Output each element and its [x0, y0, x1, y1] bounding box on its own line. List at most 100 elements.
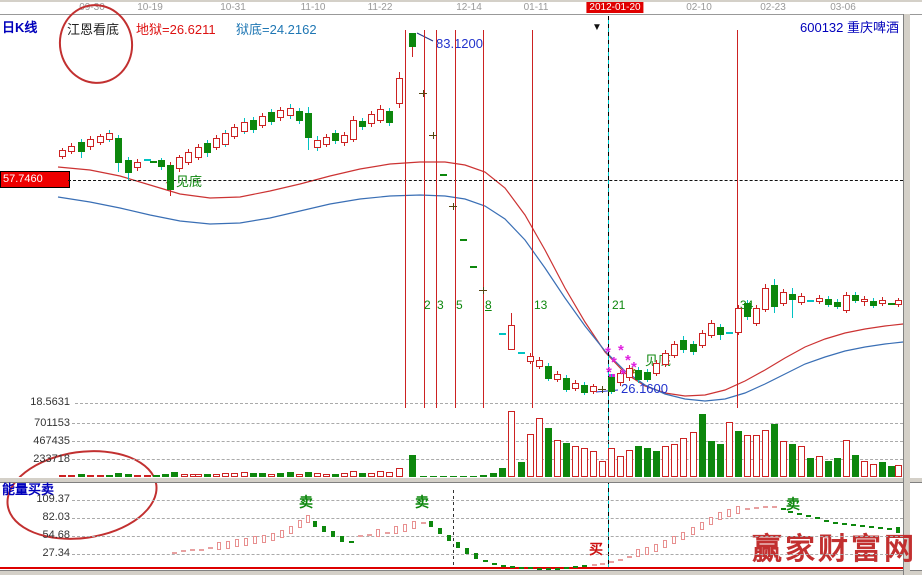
indicator-mark-green-dash: [833, 522, 838, 524]
indicator-mark-green-dash: [788, 511, 793, 513]
volume-bar: [314, 473, 321, 477]
indicator-mark-green-dash: [519, 567, 524, 569]
volume-bar: [879, 462, 886, 477]
date-tick: 11-10: [300, 2, 326, 13]
crosshair-horizontal-line: [68, 180, 903, 181]
indicator-scale-label: 54.68: [42, 529, 70, 541]
candle: [895, 300, 902, 305]
candle: [680, 340, 687, 350]
volume-bar: [250, 473, 257, 477]
candle: [97, 136, 104, 143]
indicator-mark-green-dash: [483, 560, 488, 562]
volume-bar: [195, 474, 202, 477]
bottom-found-label-1: 见底: [176, 174, 203, 189]
indicator-dashed-vertical: [453, 490, 454, 566]
date-tick: 10-19: [137, 2, 163, 13]
indicator-mark-pink: [262, 535, 266, 543]
doji-dash-cyan: [726, 332, 733, 334]
volume-bar: [470, 476, 477, 477]
date-tick: 11-22: [367, 2, 393, 13]
indicator-mark-pink: [235, 539, 239, 547]
gridline-dashed: [72, 500, 903, 501]
gridline-dashed: [75, 403, 903, 404]
period-label: 日K线: [2, 20, 38, 35]
doji-dash-green: [460, 239, 467, 241]
indicator-mark-green-dash: [878, 527, 883, 529]
indicator-mark-green: [465, 548, 469, 554]
indicator-mark-pink-dash: [190, 549, 195, 551]
indicator-mark-pink: [700, 522, 704, 530]
indicator-mark-pink-dash: [754, 507, 759, 509]
date-tick: 12-14: [456, 2, 482, 13]
date-tick-highlighted: 2012-01-20: [586, 2, 644, 13]
candle: [825, 299, 832, 305]
stock-code-name: 600132 重庆啤酒: [800, 20, 899, 35]
candle: [341, 135, 348, 143]
indicator-mark-green: [340, 536, 344, 542]
indicator-mark-pink: [394, 526, 398, 534]
candle: [350, 120, 357, 140]
volume-bar: [816, 456, 823, 477]
volume-bar: [617, 456, 624, 477]
indicator-mark-green: [438, 528, 442, 534]
candle: [644, 372, 651, 380]
candle: [590, 386, 597, 392]
doji-dash-green: [150, 161, 157, 163]
volume-scale-label: 467435: [33, 435, 70, 447]
volume-bar: [430, 476, 437, 477]
halt-day-cross-mark: [602, 386, 603, 393]
date-axis-row[interactable]: 09-30 10-19 10-31 11-10 11-22 12-14 01-11 2012-…: [0, 2, 922, 15]
indicator-mark-pink: [217, 542, 221, 550]
indicator-mark-pink-dash: [745, 508, 750, 510]
candle: [852, 295, 859, 301]
gridline-dashed: [72, 459, 903, 460]
indicator-baseline: [0, 567, 903, 569]
candle: [699, 333, 706, 346]
volume-bar: [409, 455, 416, 477]
indicator-mark-pink-dash: [172, 552, 177, 554]
candle: [332, 133, 339, 141]
candle: [59, 150, 66, 157]
volume-bar: [480, 475, 487, 477]
magenta-asterisk-icon: *: [605, 344, 611, 361]
volume-bar: [644, 448, 651, 477]
volume-bar: [350, 471, 357, 477]
indicator-mark-pink-dash: [627, 556, 632, 558]
candle: [241, 122, 248, 132]
candle: [115, 138, 122, 163]
indicator-mark-pink-dash: [421, 522, 426, 524]
candle: [527, 356, 534, 362]
candle: [125, 160, 132, 173]
candle: [508, 325, 515, 350]
magenta-asterisk-icon: *: [625, 352, 631, 369]
volume-bar: [545, 428, 552, 477]
gann-time-line: [405, 30, 406, 408]
gann-time-line: [455, 30, 456, 408]
indicator-mark-pink: [289, 526, 293, 534]
indicator-mark-green-dash: [573, 566, 578, 568]
candle: [323, 137, 330, 145]
volume-bar: [59, 475, 66, 477]
volume-bar: [653, 451, 660, 477]
crosshair-vertical-line[interactable]: [608, 16, 609, 568]
candle: [78, 142, 85, 152]
candle: [250, 120, 257, 130]
hell-level-label: 地狱=26.6211: [136, 22, 216, 37]
candle: [106, 133, 113, 140]
volume-bar: [680, 438, 687, 477]
gann-count-label: 21: [612, 298, 626, 312]
indicator-mark-green-dash: [492, 563, 497, 565]
indicator-mark-green-dash: [781, 508, 786, 510]
indicator-mark-pink: [306, 515, 310, 523]
candle: [268, 112, 275, 122]
volume-bar: [735, 431, 742, 477]
signal-sell: 卖: [299, 494, 313, 510]
magenta-asterisk-icon: *: [620, 366, 626, 383]
indicator-mark-green: [313, 521, 317, 527]
indicator-mark-pink: [672, 536, 676, 544]
gann-time-line: [737, 30, 738, 408]
date-tick: 10-31: [220, 2, 246, 13]
volume-bar: [753, 435, 760, 477]
volume-scale-label: 233718: [33, 453, 70, 465]
